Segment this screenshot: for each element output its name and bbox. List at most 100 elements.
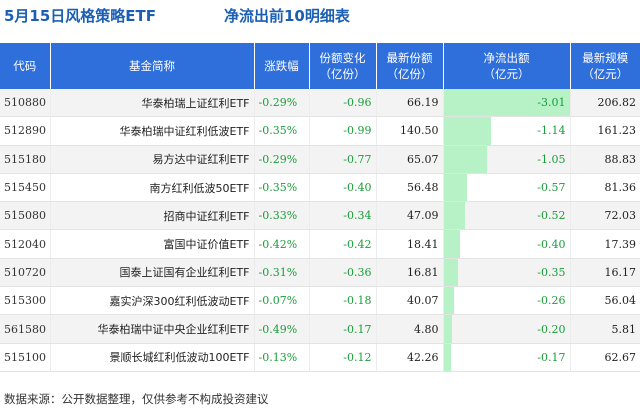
cell-scale: 72.03 [570, 201, 640, 231]
page-title: 5月15日风格策略ETF [4, 7, 157, 25]
cell-pct: -0.35% [254, 116, 310, 146]
cell-scale: 161.23 [570, 116, 640, 146]
cell-share: 40.07 [376, 286, 444, 316]
column-header-label: 净流出额 [483, 51, 530, 65]
table-row: 512040 富国中证价值ETF -0.42% -0.42 18.41 -0.40 17.3… [0, 229, 640, 259]
data-source-note: 数据来源：公开数据整理，仅供参考不构成投资建议 [4, 392, 269, 406]
page-subtitle: 净流出前10明细表 [224, 7, 350, 25]
table-row: 515100 景顺长城红利低波动100ETF -0.13% -0.12 42.26 -0.… [0, 343, 640, 372]
column-header-scale: 最新规模 （亿元） [570, 43, 640, 89]
cell-flow: -0.57 [443, 173, 571, 203]
cell-share-chg: -0.96 [309, 89, 377, 118]
column-header-label: 基金简称 [129, 59, 175, 73]
table-header-row: 代码 基金简称 涨跌幅 份额变化 （亿份） 最新份额 （亿份） 净流出额 （亿元） 最新规模 （亿元… [0, 43, 640, 89]
cell-pct: -0.49% [254, 314, 310, 344]
cell-flow: -3.01 [443, 89, 571, 118]
cell-pct: -0.35% [254, 173, 310, 203]
outflow-bar [443, 258, 459, 286]
cell-scale: 81.36 [570, 173, 640, 203]
cell-share-chg: -0.40 [309, 173, 377, 203]
cell-share: 66.19 [376, 89, 444, 118]
cell-share-chg: -0.77 [309, 145, 377, 174]
table-row: 512890 华泰柏瑞中证红利低波ETF -0.35% -0.99 140.50 -1.1… [0, 116, 640, 146]
column-header-pct: 涨跌幅 [254, 43, 310, 89]
cell-pct: -0.33% [254, 201, 310, 231]
column-header-flow: 净流出额 （亿元） [443, 43, 571, 89]
outflow-bar [443, 343, 451, 371]
cell-pct: -0.42% [254, 229, 310, 259]
cell-pct: -0.29% [254, 89, 310, 118]
cell-code: 512040 [0, 229, 51, 259]
cell-scale: 5.81 [570, 314, 640, 344]
column-header-unit: （亿元） [582, 67, 629, 81]
outflow-bar [443, 173, 468, 201]
cell-pct: -0.07% [254, 286, 310, 316]
column-header-share: 最新份额 （亿份） [376, 43, 444, 89]
cell-code: 510720 [0, 258, 51, 288]
outflow-bar [443, 117, 492, 145]
outflow-bar [443, 89, 569, 116]
cell-scale: 62.67 [570, 343, 640, 372]
column-header-unit: （亿元） [483, 67, 530, 81]
cell-share: 4.80 [376, 314, 444, 344]
cell-scale: 206.82 [570, 89, 640, 118]
outflow-value: -0.20 [537, 322, 566, 336]
table-row: 515180 易方达中证红利ETF -0.29% -0.77 65.07 -1.05 88.… [0, 145, 640, 174]
cell-flow: -0.26 [443, 286, 571, 316]
cell-pct: -0.29% [254, 145, 310, 174]
cell-code: 515100 [0, 343, 51, 372]
cell-name: 南方红利低波50ETF [50, 173, 255, 203]
cell-name: 招商中证红利ETF [50, 201, 255, 231]
cell-scale: 88.83 [570, 145, 640, 174]
table-row: 515450 南方红利低波50ETF -0.35% -0.40 56.48 -0.57 81… [0, 173, 640, 203]
cell-name: 富国中证价值ETF [50, 229, 255, 259]
table-row: 515080 招商中证红利ETF -0.33% -0.34 47.09 -0.52 72.0… [0, 201, 640, 231]
cell-code: 515080 [0, 201, 51, 231]
cell-flow: -0.35 [443, 258, 571, 288]
cell-share: 140.50 [376, 116, 444, 146]
cell-code: 515180 [0, 145, 51, 174]
cell-share: 56.48 [376, 173, 444, 203]
cell-share: 65.07 [376, 145, 444, 174]
cell-code: 512890 [0, 116, 51, 146]
outflow-value: -0.17 [537, 350, 566, 364]
cell-share: 18.41 [376, 229, 444, 259]
cell-share-chg: -0.42 [309, 229, 377, 259]
table-row: 515300 嘉实沪深300红利低波动ETF -0.07% -0.18 40.07 -0.… [0, 286, 640, 316]
column-header-unit: （亿份） [386, 67, 433, 81]
table-row: 510720 国泰上证国有企业红利ETF -0.31% -0.36 16.81 -0.35… [0, 258, 640, 288]
cell-code: 561580 [0, 314, 51, 344]
column-header-label: 代码 [13, 59, 37, 73]
cell-flow: -1.14 [443, 116, 571, 146]
cell-flow: -0.40 [443, 229, 571, 259]
column-header-label: 涨跌幅 [264, 59, 299, 73]
outflow-value: -0.26 [537, 294, 566, 308]
table-row: 561580 华泰柏瑞中证中央企业红利ETF -0.49% -0.17 4.80 -0.2… [0, 314, 640, 344]
title-row: 5月15日风格策略ETF 净流出前10明细表 [0, 0, 640, 32]
column-header-share_chg: 份额变化 （亿份） [309, 43, 377, 89]
cell-share-chg: -0.12 [309, 343, 377, 372]
cell-share: 47.09 [376, 201, 444, 231]
outflow-value: -1.14 [537, 124, 566, 138]
column-header-label: 最新规模 [582, 51, 629, 65]
column-header-unit: （亿份） [319, 67, 366, 81]
outflow-value: -0.57 [537, 181, 566, 195]
cell-flow: -0.17 [443, 343, 571, 372]
cell-scale: 17.39 [570, 229, 640, 259]
table-body: 510880 华泰柏瑞上证红利ETF -0.29% -0.96 66.19 -3.01 20… [0, 89, 640, 372]
cell-name: 国泰上证国有企业红利ETF [50, 258, 255, 288]
outflow-value: -0.35 [537, 265, 566, 279]
cell-scale: 56.04 [570, 286, 640, 316]
outflow-value: -1.05 [537, 152, 566, 166]
fund-outflow-table: 代码 基金简称 涨跌幅 份额变化 （亿份） 最新份额 （亿份） 净流出额 （亿元） 最新规模 （亿元… [0, 43, 640, 372]
cell-share-chg: -0.34 [309, 201, 377, 231]
cell-name: 华泰柏瑞中证中央企业红利ETF [50, 314, 255, 344]
outflow-bar [443, 315, 452, 343]
cell-name: 华泰柏瑞中证红利低波ETF [50, 116, 255, 146]
column-header-label: 最新份额 [386, 51, 433, 65]
table-row: 510880 华泰柏瑞上证红利ETF -0.29% -0.96 66.19 -3.01 20… [0, 89, 640, 118]
outflow-bar [443, 230, 461, 258]
column-header-code: 代码 [0, 43, 51, 89]
outflow-value: -0.52 [537, 209, 566, 223]
cell-scale: 16.17 [570, 258, 640, 288]
